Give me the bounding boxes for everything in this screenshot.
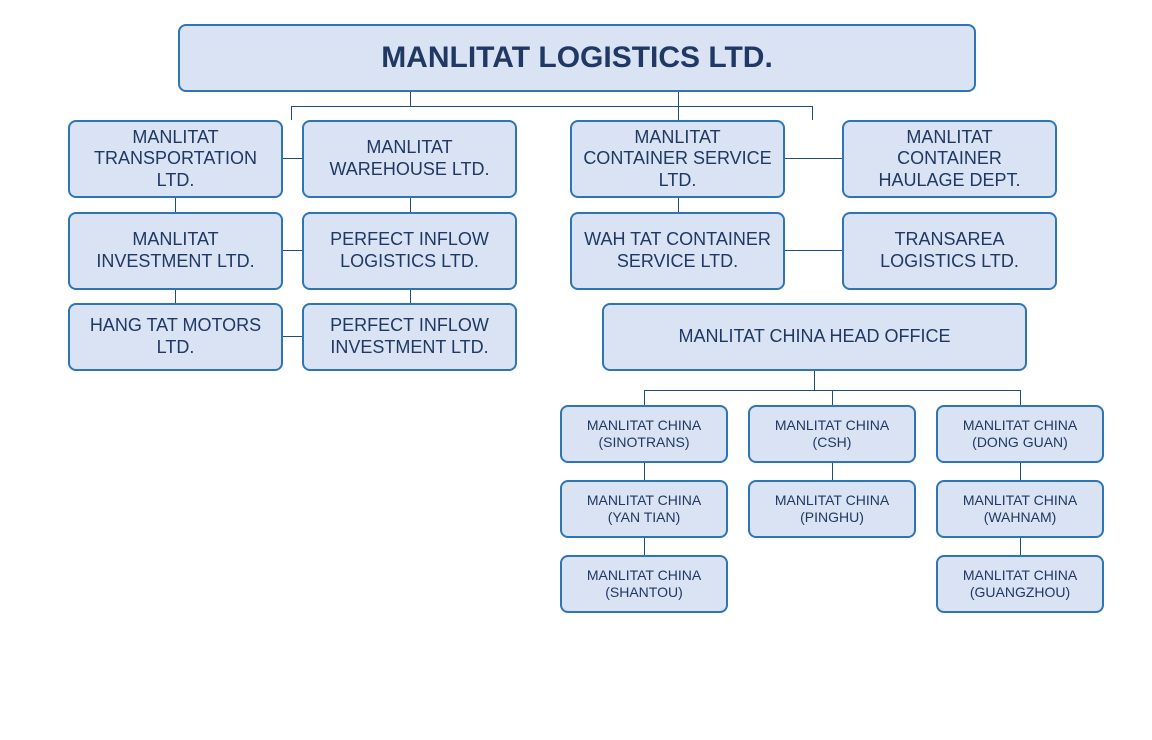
level2-node: PERFECT INFLOW LOGISTICS LTD. — [302, 212, 517, 290]
node-label: MANLITAT CHINA (DONG GUAN) — [946, 417, 1094, 451]
connector-line — [1020, 390, 1021, 405]
china-node: MANLITAT CHINA (DONG GUAN) — [936, 405, 1104, 463]
china-node: MANLITAT CHINA (SHANTOU) — [560, 555, 728, 613]
connector-line — [644, 463, 645, 480]
connector-line — [812, 106, 813, 120]
node-label: MANLITAT TRANSPORTATION LTD. — [78, 127, 273, 192]
level3-node: HANG TAT MOTORS LTD. — [68, 303, 283, 371]
connector-line — [785, 250, 842, 251]
china-node: MANLITAT CHINA (WAHNAM) — [936, 480, 1104, 538]
org-chart: MANLITAT LOGISTICS LTD. MANLITAT TRANSPOR… — [0, 0, 1152, 740]
connector-line — [678, 198, 679, 212]
level1-node: MANLITAT CONTAINER HAULAGE DEPT. — [842, 120, 1057, 198]
connector-line — [814, 371, 815, 390]
node-label: PERFECT INFLOW INVESTMENT LTD. — [312, 315, 507, 358]
connector-line — [832, 463, 833, 480]
root-node: MANLITAT LOGISTICS LTD. — [178, 24, 976, 92]
level1-node: MANLITAT WAREHOUSE LTD. — [302, 120, 517, 198]
level2-node: WAH TAT CONTAINER SERVICE LTD. — [570, 212, 785, 290]
connector-line — [175, 290, 176, 303]
connector-line — [410, 198, 411, 212]
node-label: MANLITAT WAREHOUSE LTD. — [312, 137, 507, 180]
china-node: MANLITAT CHINA (SINOTRANS) — [560, 405, 728, 463]
china-node: MANLITAT CHINA (GUANGZHOU) — [936, 555, 1104, 613]
node-label: MANLITAT CHINA (WAHNAM) — [946, 492, 1094, 526]
node-label: HANG TAT MOTORS LTD. — [78, 315, 273, 358]
node-label: MANLITAT CHINA (GUANGZHOU) — [946, 567, 1094, 601]
connector-line — [410, 290, 411, 303]
node-label: MANLITAT CHINA (PINGHU) — [758, 492, 906, 526]
connector-line — [291, 106, 292, 120]
node-label: TRANSAREA LOGISTICS LTD. — [852, 229, 1047, 272]
china-node: MANLITAT CHINA (YAN TIAN) — [560, 480, 728, 538]
node-label: MANLITAT INVESTMENT LTD. — [78, 229, 273, 272]
level3-node: PERFECT INFLOW INVESTMENT LTD. — [302, 303, 517, 371]
connector-line — [785, 158, 842, 159]
connector-line — [832, 390, 833, 405]
connector-line — [644, 538, 645, 555]
connector-line — [1020, 463, 1021, 480]
node-label: MANLITAT CHINA (CSH) — [758, 417, 906, 451]
node-label: MANLITAT CHINA (YAN TIAN) — [570, 492, 718, 526]
connector-line — [644, 390, 645, 405]
level2-node: TRANSAREA LOGISTICS LTD. — [842, 212, 1057, 290]
china-node: MANLITAT CHINA (CSH) — [748, 405, 916, 463]
connector-line — [175, 198, 176, 212]
connector-line — [283, 336, 302, 337]
node-label: MANLITAT CHINA (SINOTRANS) — [570, 417, 718, 451]
node-label: MANLITAT CHINA (SHANTOU) — [570, 567, 718, 601]
node-label: PERFECT INFLOW LOGISTICS LTD. — [312, 229, 507, 272]
node-label: WAH TAT CONTAINER SERVICE LTD. — [580, 229, 775, 272]
node-label: MANLITAT CONTAINER SERVICE LTD. — [580, 127, 775, 192]
connector-line — [410, 92, 411, 106]
connector-line — [678, 92, 679, 106]
connector-line — [1020, 538, 1021, 555]
china-node: MANLITAT CHINA (PINGHU) — [748, 480, 916, 538]
connector-line — [678, 106, 679, 120]
china-head-node: MANLITAT CHINA HEAD OFFICE — [602, 303, 1027, 371]
level1-node: MANLITAT TRANSPORTATION LTD. — [68, 120, 283, 198]
level1-node: MANLITAT CONTAINER SERVICE LTD. — [570, 120, 785, 198]
node-label: MANLITAT CHINA HEAD OFFICE — [678, 326, 950, 348]
node-label: MANLITAT LOGISTICS LTD. — [381, 40, 773, 76]
node-label: MANLITAT CONTAINER HAULAGE DEPT. — [852, 127, 1047, 192]
connector-line — [283, 158, 302, 159]
connector-line — [291, 106, 678, 107]
connector-line — [283, 250, 302, 251]
connector-line — [678, 106, 812, 107]
level2-node: MANLITAT INVESTMENT LTD. — [68, 212, 283, 290]
